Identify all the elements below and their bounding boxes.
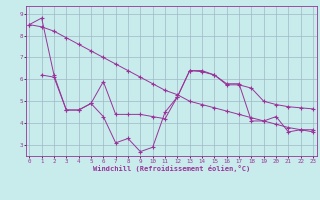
X-axis label: Windchill (Refroidissement éolien,°C): Windchill (Refroidissement éolien,°C) [92, 165, 250, 172]
